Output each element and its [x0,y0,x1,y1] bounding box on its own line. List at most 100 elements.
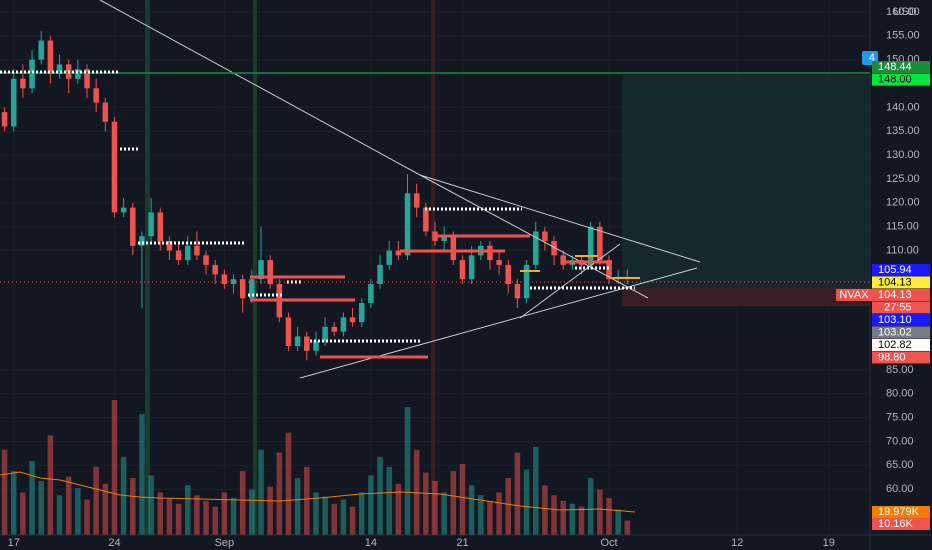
highlight-band [253,0,257,535]
price-label-bg [872,351,930,364]
y-tick-label: 60.00 [886,483,914,495]
y-tick-label: 115.00 [886,221,919,233]
candle-body [84,69,90,89]
volume-bar [184,485,191,535]
candle-body [157,212,164,242]
volume-bar [377,456,383,535]
countdown-bg [872,301,930,314]
volume-bar [569,503,576,535]
volume-bar [56,495,63,535]
symbol-label-bg [836,288,872,301]
candle-body [38,40,44,60]
volume-bar [203,500,209,535]
candle-body [450,236,457,261]
candle-body [194,245,200,256]
symbol-label: NVAX [839,289,869,301]
volume-bar [468,485,475,535]
volume-label: 19.979K [878,506,920,518]
candle-body [258,260,264,280]
volume-bar [606,498,612,535]
candle-body [75,69,81,79]
volume-bar [331,503,338,535]
x-tick-label: 19 [823,537,835,549]
volume-bar [322,496,328,535]
candle-body [139,236,145,246]
candle-body [331,326,338,332]
y-tick-label: 160.00 [886,6,920,18]
volume-bar [532,446,539,535]
x-tick-label: Sep [215,537,235,549]
volume-bar [615,509,621,535]
candle-body [487,245,493,261]
volume-bar [441,492,447,535]
candle-body [29,59,35,89]
volume-bar [212,506,218,535]
price-label: 104.13 [878,276,912,288]
last-price: 104.13 [878,289,912,301]
volume-bar [111,400,118,535]
candle-body [249,279,255,299]
y-tick-label: 120.00 [886,197,920,209]
candle-body [606,260,612,280]
price-label: 98.80 [878,351,906,363]
candle-body [441,236,447,242]
trendline [299,267,698,379]
volume-bar [487,500,493,535]
countdown: 27:55 [884,301,912,313]
volume-bar [239,471,246,535]
candle-body [166,241,173,251]
volume-label: 10.16K [878,518,914,530]
candle-body [120,207,127,213]
candle-body [184,245,191,261]
candle-body [551,241,557,256]
volume-bar [221,492,228,535]
price-label-bg [872,326,930,339]
last-price-bg [872,288,930,301]
volume-bar [120,456,127,535]
candle-body [285,317,292,347]
stop-zone [622,287,870,306]
volume-bar [166,498,173,535]
trendline [99,0,421,176]
volume-bar [139,414,145,535]
candle-body [395,250,402,256]
volume-bar [130,478,136,535]
candle-body [505,264,512,284]
volume-bar [65,476,72,535]
volume-bar [102,483,109,535]
candle-body [221,274,228,284]
candle-body [597,226,603,261]
target-zone [622,75,870,287]
candle-body [322,326,328,342]
volume-bar [395,483,402,535]
alert-badge[interactable]: 4 [869,52,875,64]
volume-bar [1,449,8,535]
candle-body [130,207,136,246]
candle-body [532,231,539,265]
candle-body [413,193,420,208]
candle-body [10,78,17,127]
candle-body [459,260,466,280]
y-tick-label: 80.00 [886,388,914,400]
volume-bar [514,452,521,535]
volume-bar [358,492,365,535]
volume-bar [267,486,273,535]
dotted-levels [0,70,635,343]
volume-bar [276,452,283,535]
volume-bar [542,485,548,535]
y-tick-label: 70.00 [886,435,914,447]
volume-bar [20,492,26,535]
volume-bar [505,478,512,535]
price-label-bg [872,61,930,74]
y-tick-label: 75.00 [886,412,914,424]
volume-bar [386,466,392,535]
candle-body [313,341,319,351]
volume-bar [340,499,347,535]
volume-bar [93,466,99,535]
y-tick-label: 155.00 [886,30,920,42]
volume-bar [249,489,255,535]
volume-bar [349,506,356,535]
x-tick-label: Oct [600,537,617,549]
x-tick-label: 14 [365,537,377,549]
